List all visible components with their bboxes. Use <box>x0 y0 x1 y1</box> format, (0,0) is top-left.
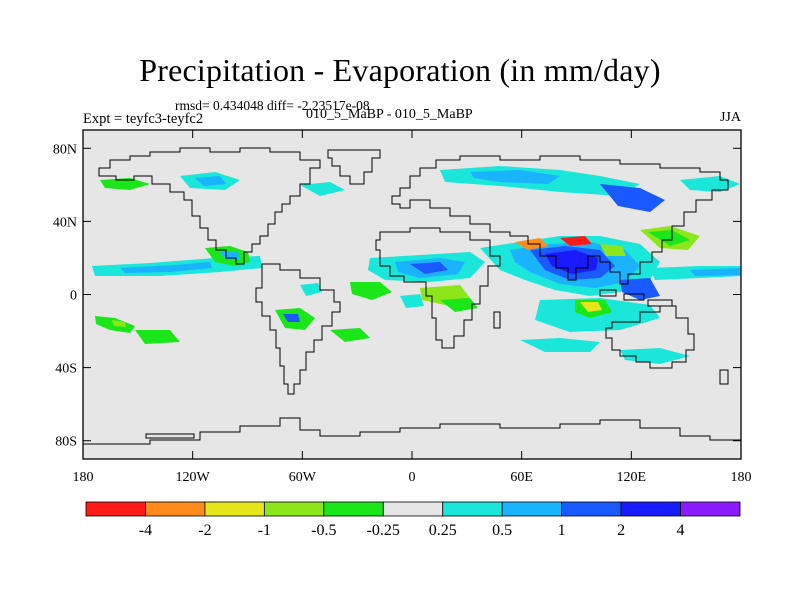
colorbar-label: 1 <box>558 522 566 539</box>
colorbar-label: -2 <box>198 522 211 539</box>
season-label: JJA <box>719 110 741 125</box>
colorbar-swatch <box>85 501 146 517</box>
colorbar-swatch <box>442 501 503 517</box>
colorbar: -4 -2 -1 -0.5 -0.25 0.25 0.5 1 2 4 <box>85 501 741 539</box>
lat-tick-label: 0 <box>70 289 77 304</box>
lon-tick-label: 0 <box>409 470 416 485</box>
lat-tick-label: 40S <box>55 362 77 377</box>
lon-tick-label: 180 <box>73 470 94 485</box>
lat-tick-label: 80N <box>53 142 77 157</box>
colorbar-swatch <box>501 501 563 517</box>
lat-tick-label: 40N <box>53 215 77 230</box>
lon-tick-label: 60W <box>289 470 317 485</box>
colorbar-label: 0.5 <box>492 522 512 539</box>
colorbar-label: -0.5 <box>311 522 336 539</box>
colorbar-swatch <box>561 501 622 517</box>
lon-tick-label: 120E <box>617 470 647 485</box>
colorbar-swatch <box>382 501 444 517</box>
colorbar-label: -4 <box>139 522 152 539</box>
colorbar-label: 0.25 <box>429 522 457 539</box>
colorbar-swatch <box>680 501 741 517</box>
coastlines <box>83 147 741 445</box>
experiment-label: Expt = teyfc3-teyfc2 <box>83 111 204 127</box>
lon-tick-label: 60E <box>510 470 533 485</box>
center-label: 010_5_MaBP - 010_5_MaBP <box>306 107 473 122</box>
colorbar-label: -0.25 <box>367 522 400 539</box>
colorbar-label: -1 <box>258 522 271 539</box>
colorbar-label: 4 <box>677 522 685 539</box>
lat-tick-label: 80S <box>55 435 77 450</box>
colorbar-swatch <box>145 501 206 517</box>
colorbar-swatch <box>204 501 265 517</box>
colorbar-label: 2 <box>617 522 625 539</box>
plot-title: Precipitation - Evaporation (in mm/day) <box>139 52 661 88</box>
anomaly-field <box>92 166 741 364</box>
stats-text: rmsd= 0.434048 diff= -2.23517e-08 <box>175 98 370 113</box>
colorbar-swatch <box>263 501 325 517</box>
lon-tick-label: 180 <box>731 470 752 485</box>
lon-tick-label: 120W <box>176 470 211 485</box>
colorbar-swatch <box>323 501 384 517</box>
axis-ticks: 80N 40N 0 40S 80S 180 120W 60W 0 60E 120E 180 <box>53 130 752 485</box>
colorbar-swatch <box>620 501 681 517</box>
